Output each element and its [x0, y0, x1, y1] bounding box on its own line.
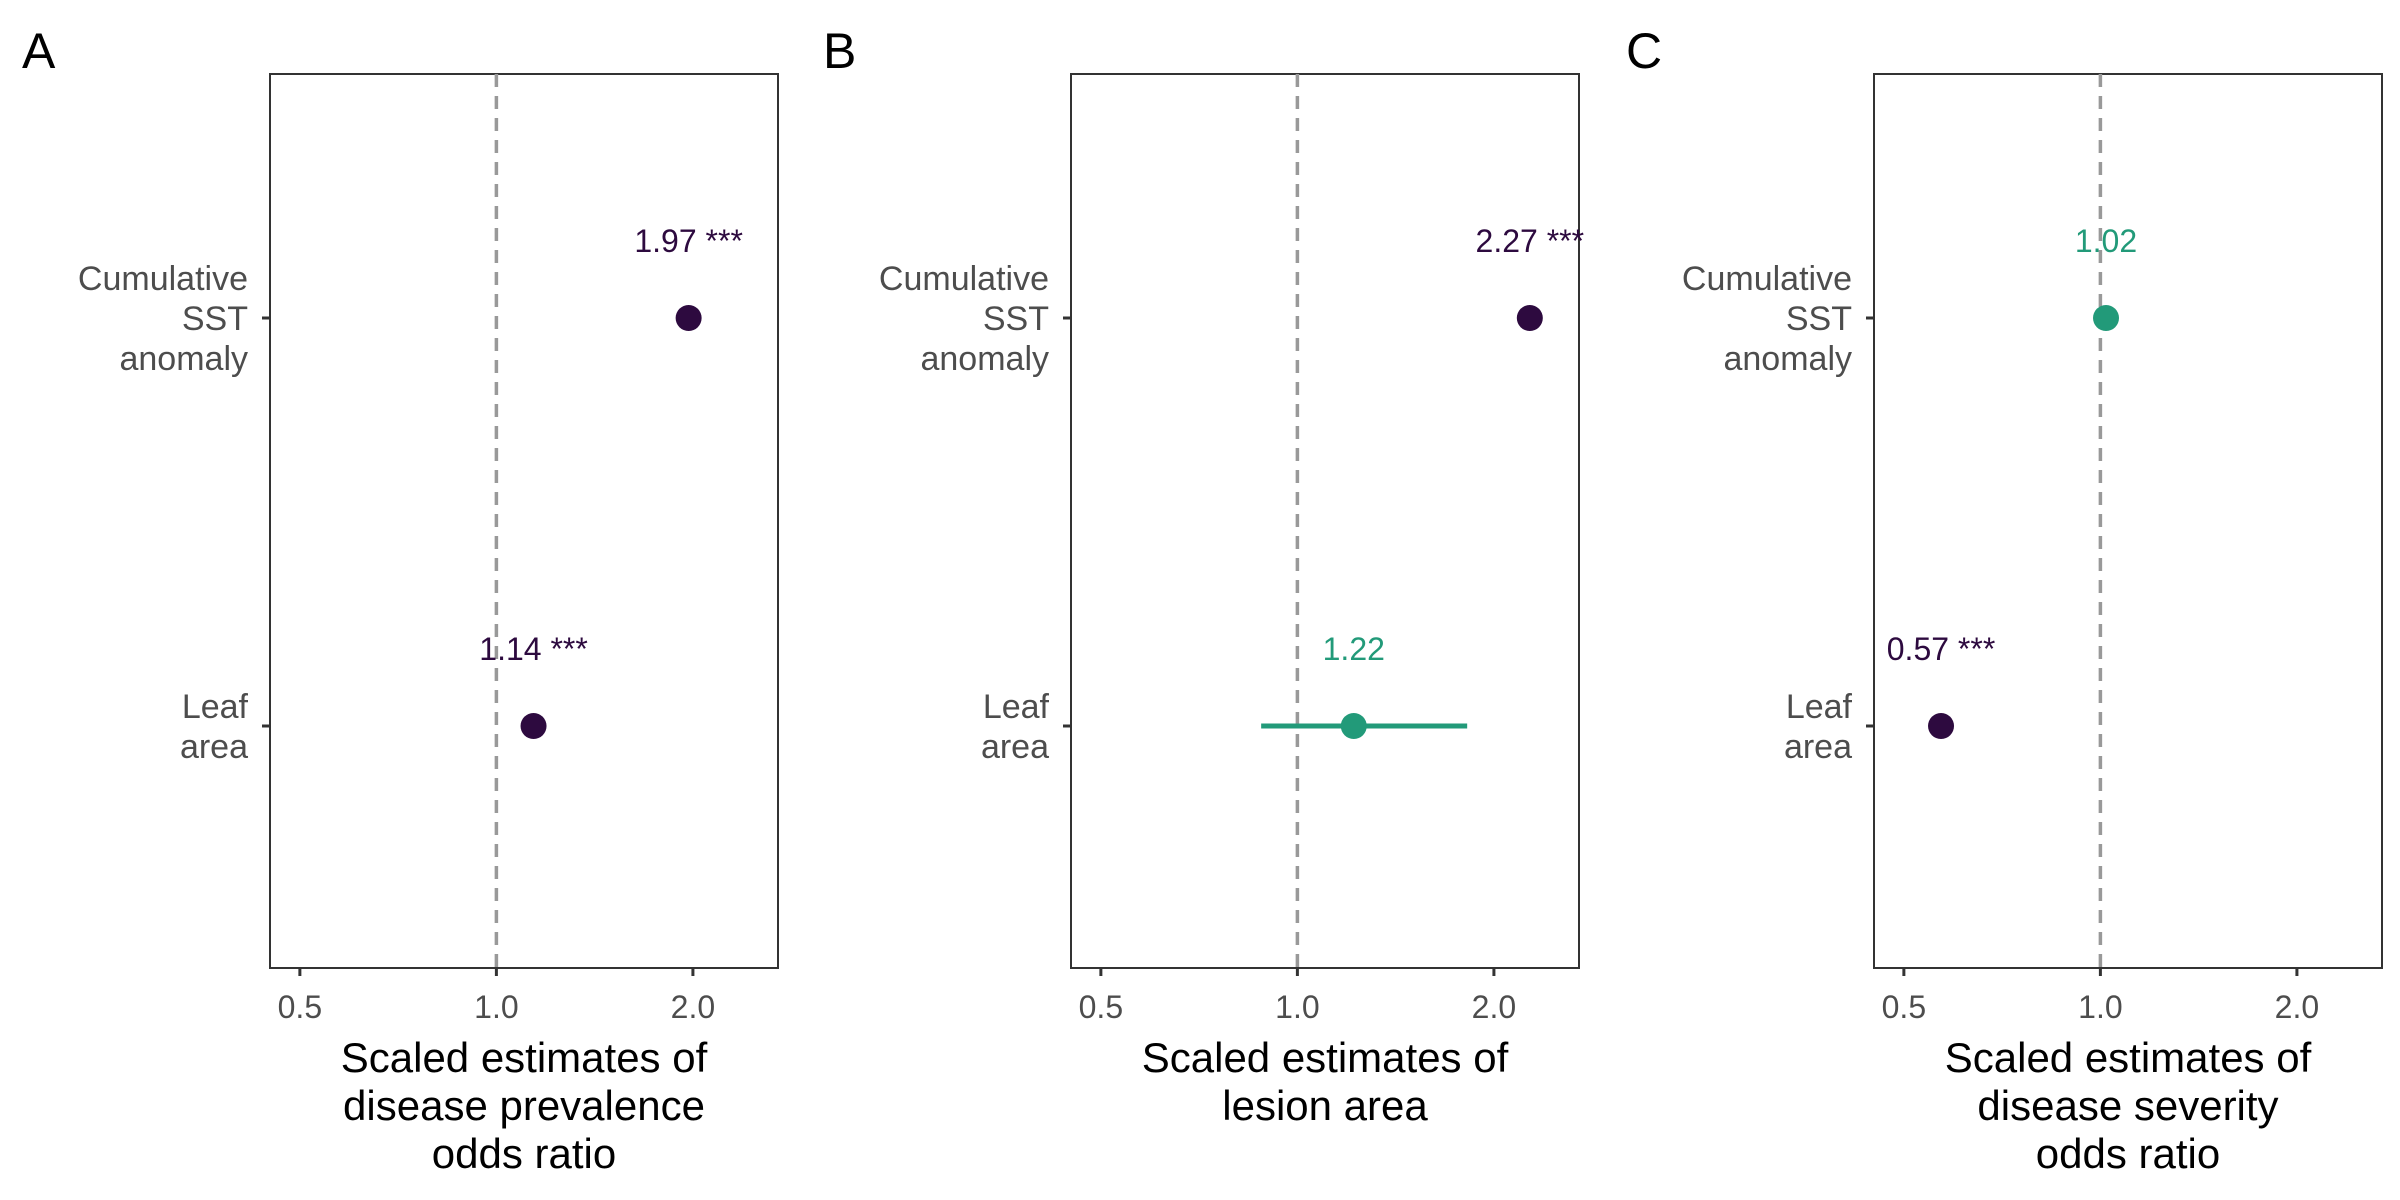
y-tick-label-line: Cumulative — [879, 260, 1049, 298]
x-axis-title-line: Scaled estimates of — [341, 1034, 708, 1081]
y-tick-label-line: area — [1784, 728, 1852, 766]
data-label: 1.14 *** — [479, 631, 588, 667]
y-tick-label-line: SST — [182, 300, 248, 338]
estimate-point — [520, 713, 547, 739]
plot-frame — [1873, 73, 2383, 969]
x-tick-label: 2.0 — [1472, 989, 1516, 1025]
panel-b: B Cumulative SST anomaly Leaf area 0.5 1.0 2.0 Sc… — [823, 23, 1584, 1129]
y-tick-label: Leaf area — [1784, 688, 1853, 766]
x-tick-label: 1.0 — [1275, 989, 1319, 1025]
y-tick-label: Cumulative SST anomaly — [879, 260, 1049, 378]
y-tick-label-line: Leaf — [983, 688, 1050, 726]
data-label: 0.57 *** — [1887, 631, 1996, 667]
x-axis-title-line: disease severity — [1977, 1082, 2278, 1129]
x-tick-label: 0.5 — [1079, 989, 1123, 1025]
panel-c: C Cumulative SST anomaly Leaf area 0.5 1.0 2.0 Sc… — [1626, 23, 2383, 1177]
y-tick-label-line: Leaf — [182, 688, 249, 726]
x-axis-title-line: odds ratio — [432, 1130, 616, 1177]
estimate-point — [2093, 305, 2120, 331]
x-axis-title-line: Scaled estimates of — [1142, 1034, 1509, 1081]
x-axis-title-line: lesion area — [1222, 1082, 1428, 1129]
panel-letter-c: C — [1626, 23, 1662, 79]
y-tick-label-line: Leaf — [1786, 688, 1853, 726]
data-label: 1.22 — [1323, 631, 1385, 667]
estimate-point — [1516, 305, 1543, 331]
y-tick-label-line: SST — [1786, 300, 1852, 338]
panel-letter-a: A — [22, 23, 56, 79]
data-label: 2.27 *** — [1476, 223, 1585, 259]
y-tick-label-line: anomaly — [119, 340, 248, 378]
y-tick-label: Leaf area — [180, 688, 249, 766]
y-tick-label: Leaf area — [981, 688, 1050, 766]
x-axis-title: Scaled estimates of lesion area — [1142, 1034, 1509, 1129]
x-axis-title: Scaled estimates of disease prevalence odd… — [341, 1034, 708, 1177]
y-tick-label-line: Cumulative — [1682, 260, 1852, 298]
plot-frame — [1070, 73, 1580, 969]
panel-letter-b: B — [823, 23, 856, 79]
data-label: 1.02 — [2075, 223, 2137, 259]
x-tick-label: 1.0 — [474, 989, 518, 1025]
y-tick-label-line: area — [981, 728, 1049, 766]
x-axis-title-line: disease prevalence — [343, 1082, 705, 1129]
data-label: 1.97 *** — [634, 223, 743, 259]
x-axis-title-line: Scaled estimates of — [1945, 1034, 2312, 1081]
x-axis-title-line: odds ratio — [2036, 1130, 2220, 1177]
y-tick-label-line: SST — [983, 300, 1049, 338]
x-tick-label: 2.0 — [2275, 989, 2319, 1025]
y-tick-label-line: anomaly — [920, 340, 1049, 378]
x-tick-label: 2.0 — [671, 989, 715, 1025]
estimate-point — [1340, 713, 1367, 739]
x-axis-title: Scaled estimates of disease severity odds … — [1945, 1034, 2312, 1177]
x-tick-label: 0.5 — [1882, 989, 1926, 1025]
y-tick-label-line: area — [180, 728, 248, 766]
x-tick-label: 0.5 — [278, 989, 322, 1025]
estimate-point — [1928, 713, 1955, 739]
y-tick-label: Cumulative SST anomaly — [78, 260, 248, 378]
estimate-point — [675, 305, 702, 331]
y-tick-label: Cumulative SST anomaly — [1682, 260, 1852, 378]
plot-frame — [269, 73, 779, 969]
panel-a: A Cumulative SST anomaly Leaf area 0.5 1.0 2.0 Sc… — [22, 23, 779, 1177]
y-tick-label-line: Cumulative — [78, 260, 248, 298]
x-tick-label: 1.0 — [2078, 989, 2122, 1025]
y-tick-label-line: anomaly — [1723, 340, 1852, 378]
